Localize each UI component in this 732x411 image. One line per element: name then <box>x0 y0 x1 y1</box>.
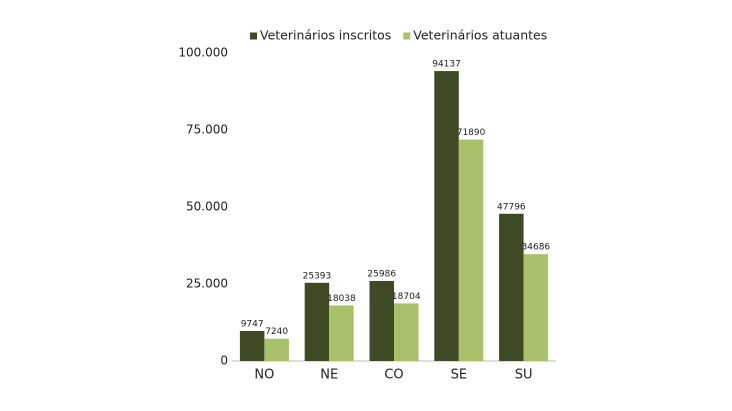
bar <box>499 213 524 361</box>
value-label: 9747 <box>241 319 264 329</box>
legend-swatch <box>403 32 411 40</box>
value-label: 47796 <box>497 202 526 212</box>
value-label: 34686 <box>522 243 551 253</box>
x-tick-label: CO <box>384 368 403 383</box>
x-tick-label: SE <box>451 368 467 383</box>
bar <box>304 282 330 361</box>
y-tick-label: 50.000 <box>186 200 228 214</box>
y-tick-label: 0 <box>220 354 228 368</box>
value-label: 18704 <box>392 292 421 302</box>
value-label: 18038 <box>327 294 356 304</box>
y-tick-label: 100.000 <box>178 46 228 60</box>
value-label: 71890 <box>457 128 486 138</box>
bar <box>329 305 354 361</box>
x-tick-label: NE <box>320 368 338 383</box>
value-label: 25986 <box>367 269 396 279</box>
bar <box>434 71 459 361</box>
value-label: 25393 <box>303 271 332 281</box>
value-label: 7240 <box>265 327 288 337</box>
value-label: 94137 <box>432 60 461 70</box>
legend-label: Veterinários atuantes <box>413 28 547 43</box>
legend-label: Veterinários inscritos <box>260 28 391 43</box>
bar <box>264 338 289 361</box>
x-tick-label: NO <box>254 368 274 383</box>
bar <box>369 280 394 361</box>
x-tick-label: SU <box>515 368 533 383</box>
legend-swatch <box>250 32 257 40</box>
bar <box>239 330 265 361</box>
y-tick-label: 75.000 <box>186 123 228 137</box>
y-tick-label: 25.000 <box>186 277 228 291</box>
bar <box>523 254 549 361</box>
bar <box>394 303 419 361</box>
bar <box>458 139 484 361</box>
